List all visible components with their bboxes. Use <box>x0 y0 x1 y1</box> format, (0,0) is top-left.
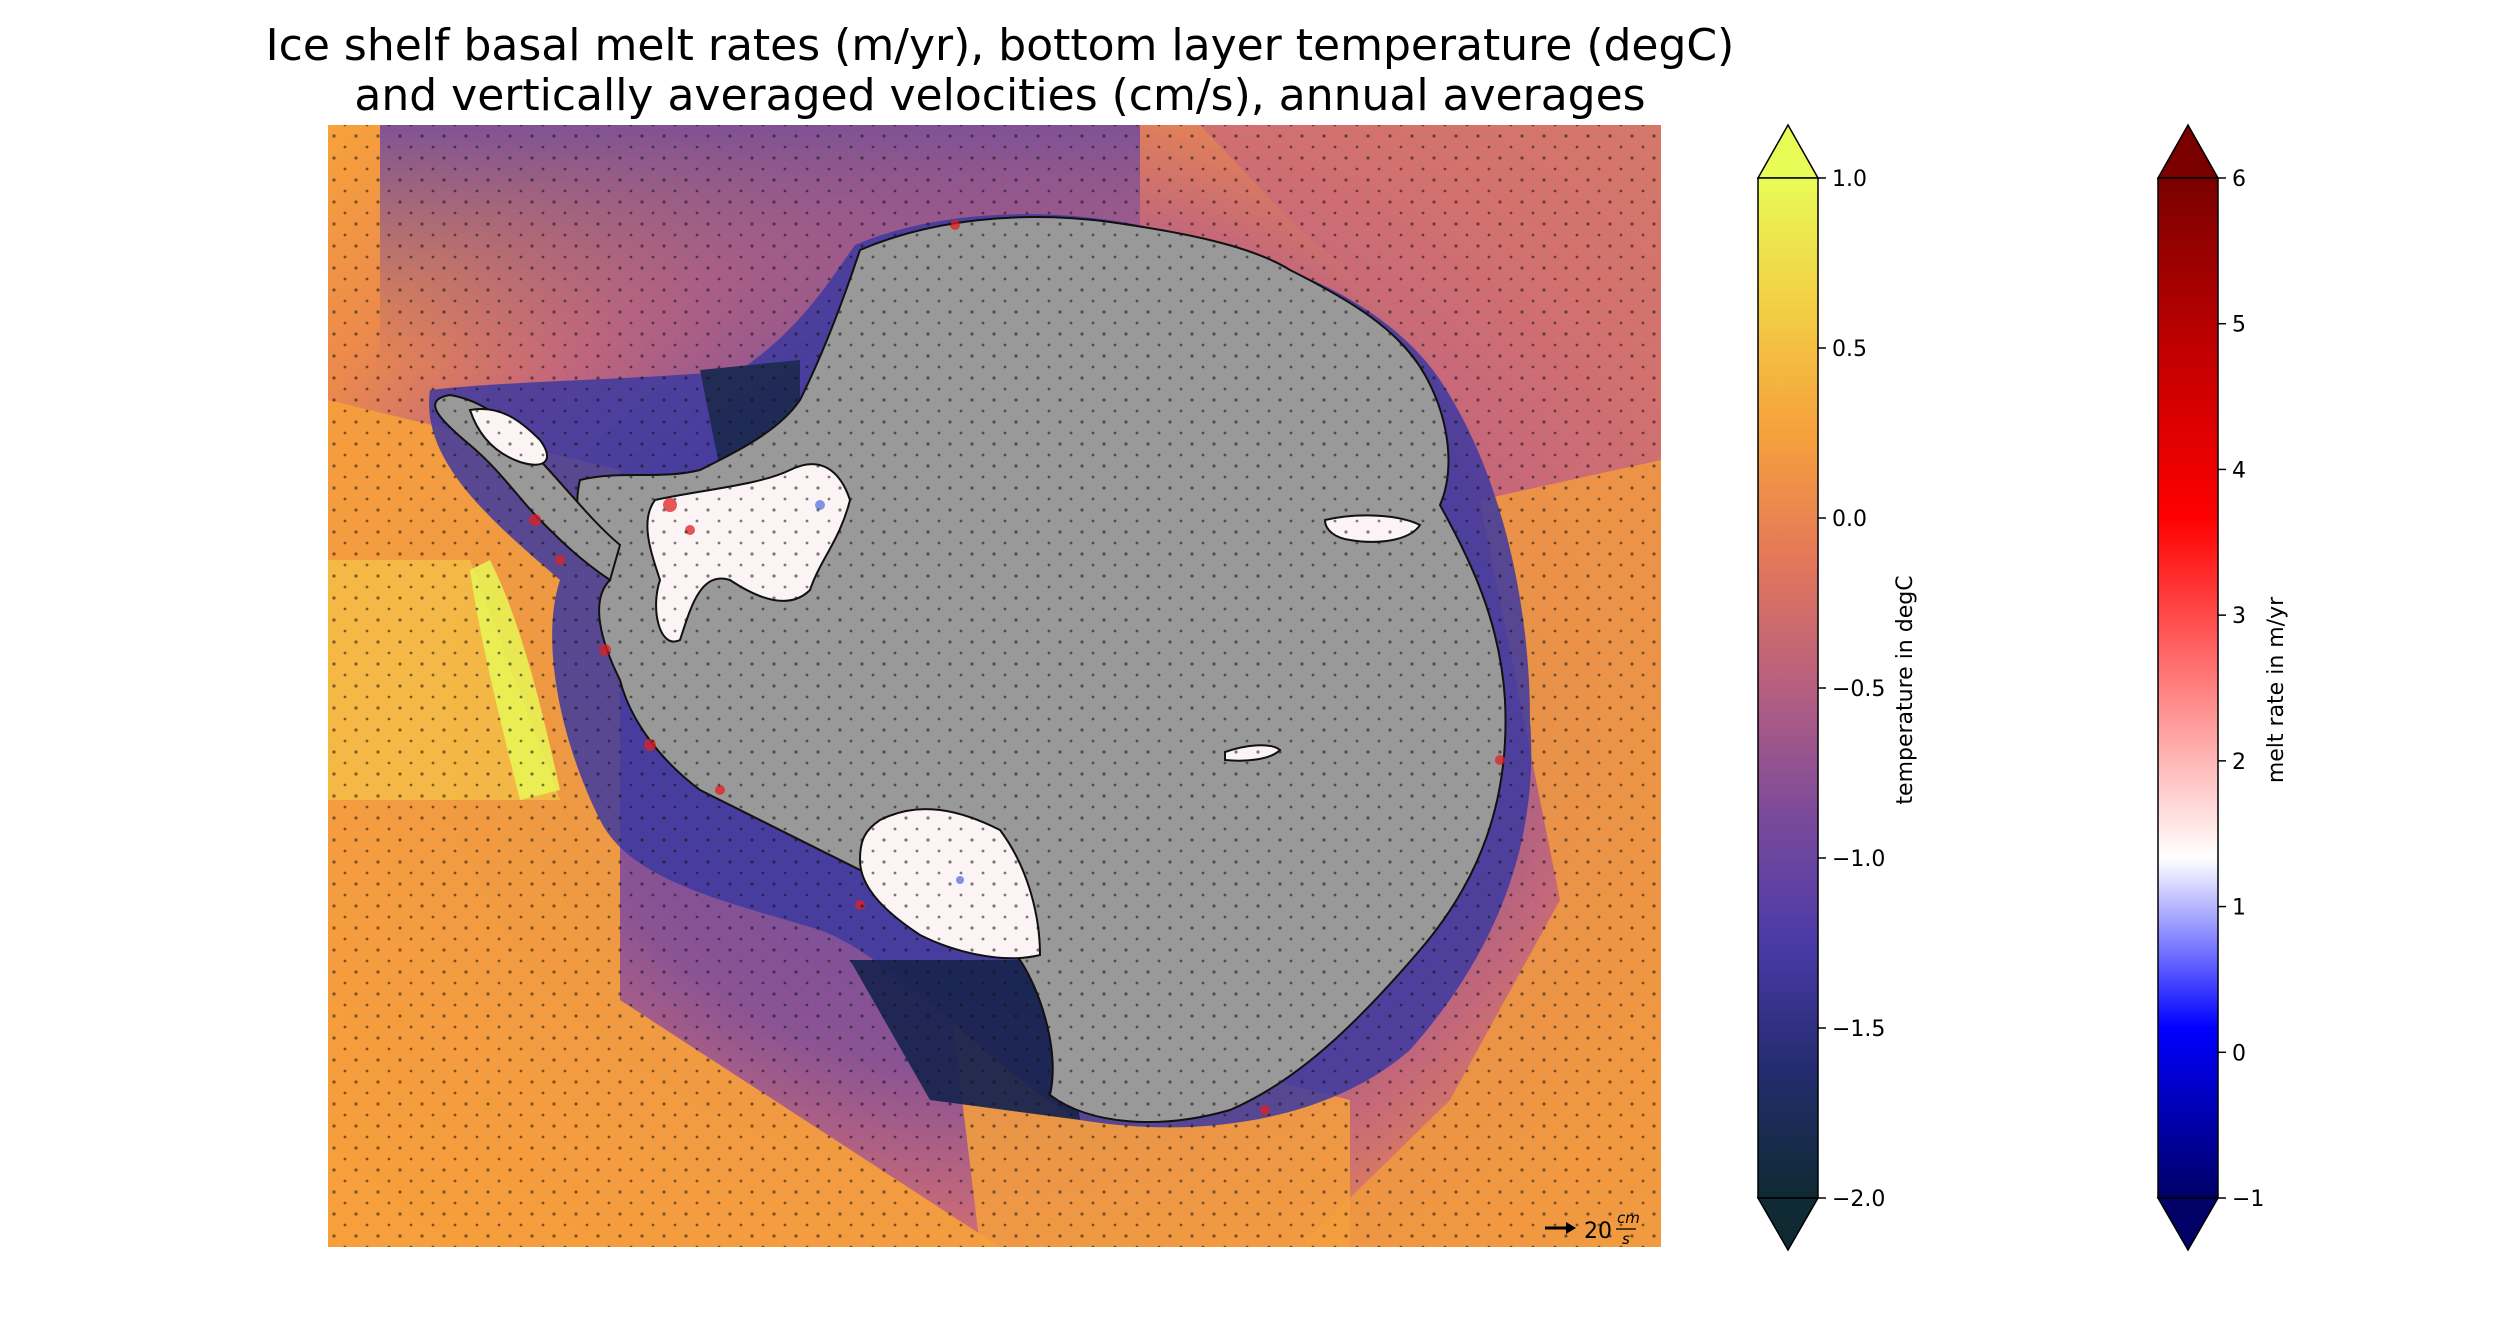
melt-rate-colorbar-tick-label: 0 <box>2232 1041 2246 1066</box>
melt-rate-colorbar-min-extend <box>2156 1197 2220 1252</box>
quiver-key-arrowhead <box>1566 1222 1576 1234</box>
quiver-key-number: 20 <box>1584 1219 1612 1244</box>
melt-rate-colorbar-tick-label: −1 <box>2232 1187 2264 1212</box>
quiver-key-unit-bottom: s <box>1622 1230 1630 1248</box>
quiver-key: 20 cm s <box>1545 1209 1640 1248</box>
melt-rate-colorbar-tick-label: 5 <box>2232 313 2246 338</box>
temperature-colorbar-tick-label: 1.0 <box>1832 167 1867 192</box>
melt-rate-colorbar-bar <box>2157 177 2219 1199</box>
quiver-key-unit-top: cm <box>1617 1209 1640 1227</box>
temperature-colorbar-tick-label: 0.5 <box>1832 337 1867 362</box>
melt-rate-colorbar-label: melt rate in m/yr <box>2264 596 2289 783</box>
map-panel <box>328 125 1661 1247</box>
temperature-colorbar-bar <box>1757 177 1819 1199</box>
velocity-quiver-field <box>328 125 1661 1247</box>
melt-rate-colorbar-tick-label: 4 <box>2232 458 2246 483</box>
temperature-colorbar-tick-label: −1.5 <box>1832 1017 1885 1042</box>
temperature-colorbar-label: temperature in degC <box>1893 575 1918 804</box>
melt-rate-colorbar-ticks: −1 0 1 2 3 4 5 6 <box>2218 167 2264 1212</box>
temperature-colorbar-tick-label: −0.5 <box>1832 677 1885 702</box>
temperature-colorbar-ticks: −2.0 −1.5 −1.0 −0.5 0.0 0.5 1.0 <box>1818 167 1885 1212</box>
melt-rate-colorbar-tick-label: 3 <box>2232 604 2246 629</box>
temperature-colorbar: −2.0 −1.5 −1.0 −0.5 0.0 0.5 1.0 temperature in… <box>1756 123 1918 1252</box>
temperature-colorbar-tick-label: −2.0 <box>1832 1187 1885 1212</box>
chart-title-line-2: and vertically averaged velocities (cm/s… <box>354 70 1646 121</box>
melt-rate-colorbar-tick-label: 2 <box>2232 750 2246 775</box>
melt-rate-colorbar-max-extend <box>2156 123 2220 179</box>
temperature-colorbar-max-extend <box>1756 123 1820 179</box>
chart-title-line-1: Ice shelf basal melt rates (m/yr), botto… <box>265 20 1735 71</box>
temperature-colorbar-tick-label: −1.0 <box>1832 847 1885 872</box>
temperature-colorbar-tick-label: 0.0 <box>1832 507 1867 532</box>
melt-rate-colorbar-tick-label: 6 <box>2232 167 2246 192</box>
temperature-colorbar-min-extend <box>1756 1197 1820 1252</box>
melt-rate-colorbar-tick-label: 1 <box>2232 896 2246 921</box>
melt-rate-colorbar: −1 0 1 2 3 4 5 6 melt rate in m/yr <box>2156 123 2289 1252</box>
